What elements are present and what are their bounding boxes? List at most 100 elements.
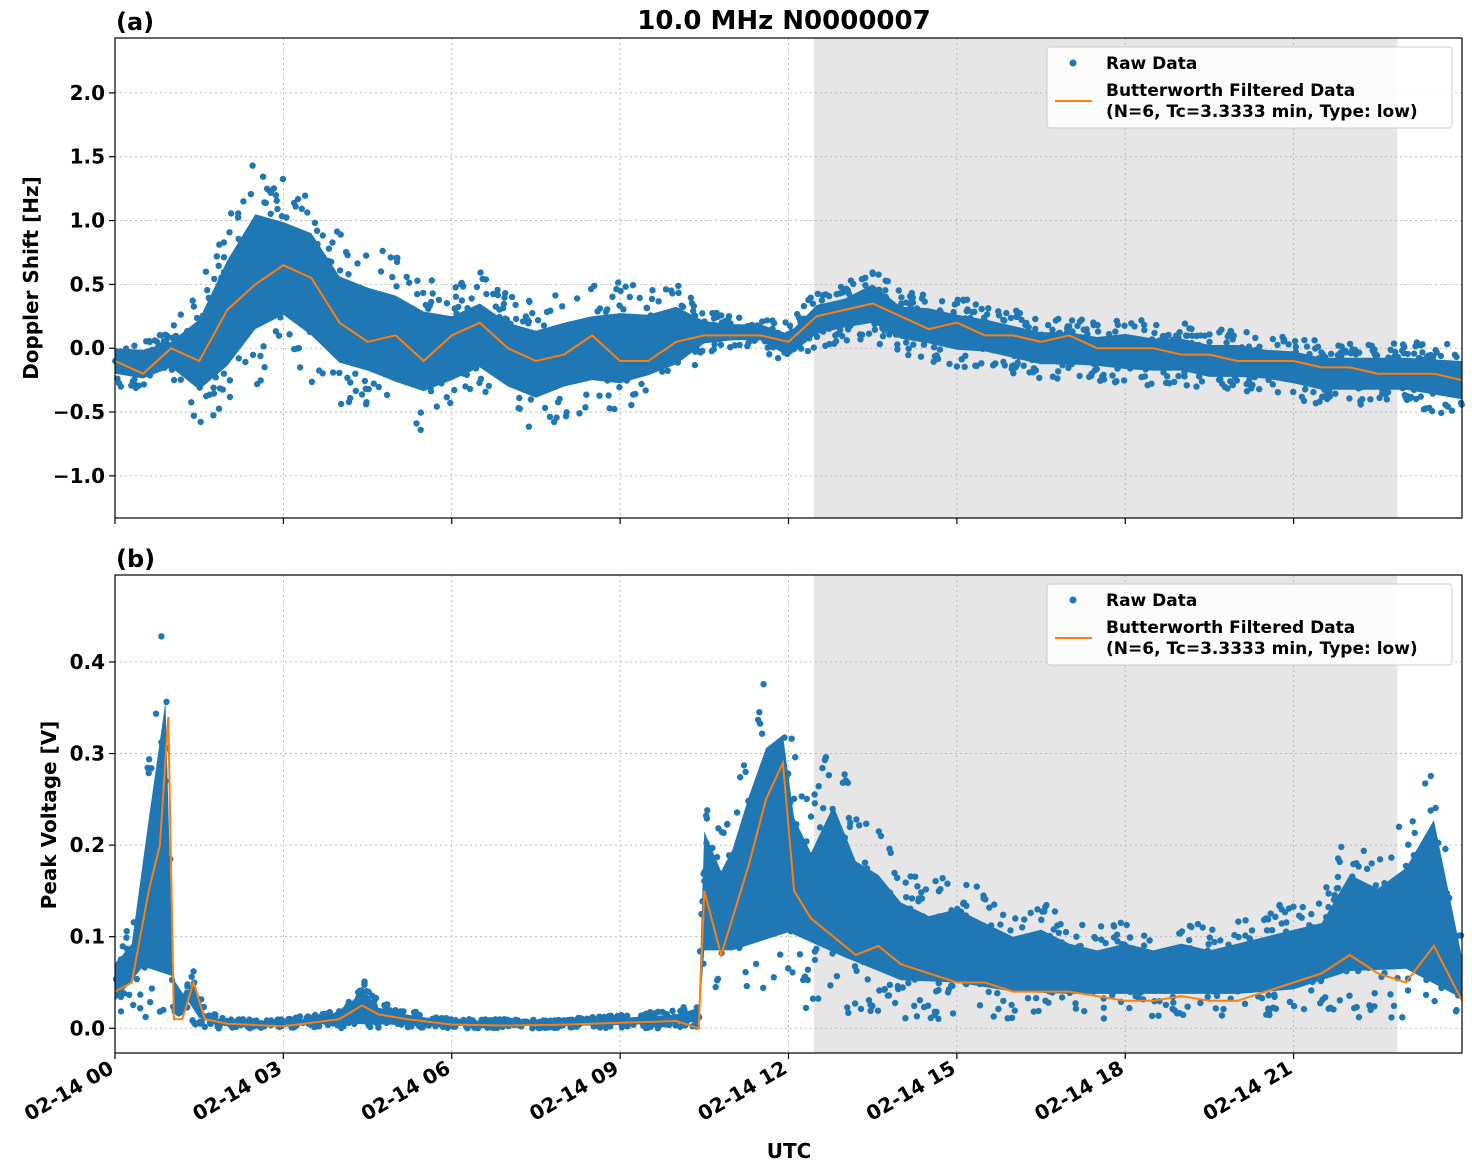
panel-b-raw-point [130, 1001, 137, 1009]
panel-b-raw-point [758, 730, 766, 737]
panel-b-raw-point [1330, 1006, 1337, 1013]
panel-a-raw-point [540, 322, 548, 329]
panel-a-raw-point [291, 345, 298, 353]
panel-a-legend[interactable]: Raw Data Butterworth Filtered Data (N=6,… [1046, 46, 1453, 129]
panel-a-raw-point [414, 277, 421, 284]
panel-b-raw-point [1235, 933, 1242, 941]
panel-b-raw-point [902, 1015, 909, 1022]
panel-b-raw-point [1235, 918, 1242, 925]
panel-b-raw-point [1042, 997, 1049, 1004]
panel-b-raw-point [811, 956, 819, 964]
panel-a-raw-point [1141, 326, 1148, 334]
panel-a-raw-point [1206, 331, 1213, 338]
panel-a-raw-point [219, 386, 226, 393]
panel-a-raw-point [839, 289, 847, 296]
legend-raw-marker [1069, 59, 1077, 67]
panel-a-raw-point [736, 314, 743, 321]
panel-a-raw-point [818, 297, 826, 304]
panel-a-raw-point [413, 420, 420, 427]
x-tick-label: 02-14 00 [20, 1056, 118, 1126]
panel-a-raw-point [1171, 378, 1178, 386]
panel-b-raw-point [867, 1007, 874, 1014]
panel-b-raw-point [1173, 1010, 1181, 1017]
panel-b-raw-point [1098, 936, 1105, 943]
panel-a-raw-point [433, 403, 440, 410]
panel-b-raw-point [215, 1025, 222, 1032]
panel-a-raw-point [869, 269, 876, 276]
panel-a-raw-point [1176, 329, 1183, 336]
legend-raw-label: Raw Data [1106, 591, 1197, 611]
panel-b-raw-point [875, 828, 882, 835]
panel-a-raw-point [1128, 320, 1135, 327]
panel-b-raw-point [146, 756, 153, 763]
panel-a-raw-point [1332, 390, 1339, 397]
panel-a-raw-point [443, 300, 451, 307]
panel-b-raw-point [190, 968, 197, 975]
panel-a-raw-point [1003, 309, 1010, 317]
panel-a-raw-point [969, 309, 976, 316]
panel-a-raw-point [261, 199, 268, 206]
panel-b-raw-point [1346, 992, 1353, 999]
panel-a-raw-point [675, 289, 682, 296]
x-tick-label: 02-14 09 [525, 1056, 623, 1126]
panel-a-raw-point [1100, 371, 1107, 378]
panel-b-raw-point [1184, 1003, 1191, 1010]
panel-b-raw-point [770, 974, 777, 981]
panel-a-raw-point [215, 405, 223, 412]
panel-a-raw-point [286, 331, 293, 338]
panel-a-raw-point [1428, 407, 1436, 415]
panel-a-raw-point [1412, 395, 1420, 403]
panel-a-raw-point [272, 192, 280, 199]
panel-a-raw-point [347, 379, 354, 386]
panel-a-raw-point [731, 342, 739, 349]
panel-a-raw-point [525, 423, 533, 430]
panel-a-raw-point [529, 309, 536, 317]
panel-a-raw-point [525, 297, 533, 304]
panel-a-raw-point [649, 287, 656, 294]
panel-a-raw-point [764, 344, 771, 351]
legend-raw-marker [1069, 596, 1077, 604]
panel-b-raw-point [1007, 927, 1014, 934]
panel-a-raw-point [482, 388, 489, 395]
panel-b-label: (b) [116, 545, 155, 573]
panel-a-raw-point [1402, 393, 1409, 401]
panel-b-raw-point [1100, 1004, 1108, 1011]
panel-a-raw-point [1044, 321, 1052, 329]
panel-a-raw-point [895, 287, 902, 294]
panel-b-raw-point [944, 880, 951, 887]
panel-a-raw-point [1049, 373, 1057, 380]
panel-a-raw-point [616, 384, 623, 391]
panel-b-raw-point [1353, 860, 1360, 867]
panel-b-raw-point [1062, 928, 1070, 936]
panel-b-raw-point [1267, 910, 1274, 917]
panel-b-raw-point [908, 895, 916, 902]
panel-a-raw-point [337, 400, 345, 408]
panel-b-raw-point [1442, 845, 1449, 853]
panel-b-raw-point [1366, 1002, 1373, 1009]
panel-b-raw-point [845, 1009, 852, 1017]
panel-a-raw-point [1291, 337, 1299, 345]
panel-b-legend[interactable]: Raw Data Butterworth Filtered Data (N=6,… [1046, 583, 1453, 666]
panel-a-raw-point [825, 292, 833, 300]
panel-a-raw-point [290, 199, 298, 207]
panel-b-raw-point [885, 992, 893, 999]
panel-a-raw-point [613, 285, 620, 293]
panel-a-raw-point [393, 283, 400, 290]
panel-a-raw-point [876, 340, 883, 348]
panel-a-raw-point [393, 258, 401, 266]
panel-a-raw-point [1246, 376, 1253, 384]
panel-b-raw-point [1073, 933, 1080, 940]
panel-b-raw-point [911, 1002, 918, 1009]
panel-b-raw-point [1113, 931, 1121, 938]
panel-a-raw-point [1269, 335, 1277, 343]
panel-b-raw-point [142, 1013, 149, 1021]
panel-a-raw-point [576, 410, 583, 417]
panel-b-raw-point [147, 998, 154, 1006]
panel-b-raw-point [1317, 1000, 1324, 1007]
panel-a-raw-point [476, 379, 483, 387]
panel-a-raw-point [358, 391, 366, 398]
panel-a-raw-point [794, 310, 801, 318]
x-tick-label: 02-14 18 [1030, 1056, 1128, 1126]
panel-b-raw-point [1204, 993, 1211, 1000]
panel-b-raw-point [760, 681, 767, 688]
